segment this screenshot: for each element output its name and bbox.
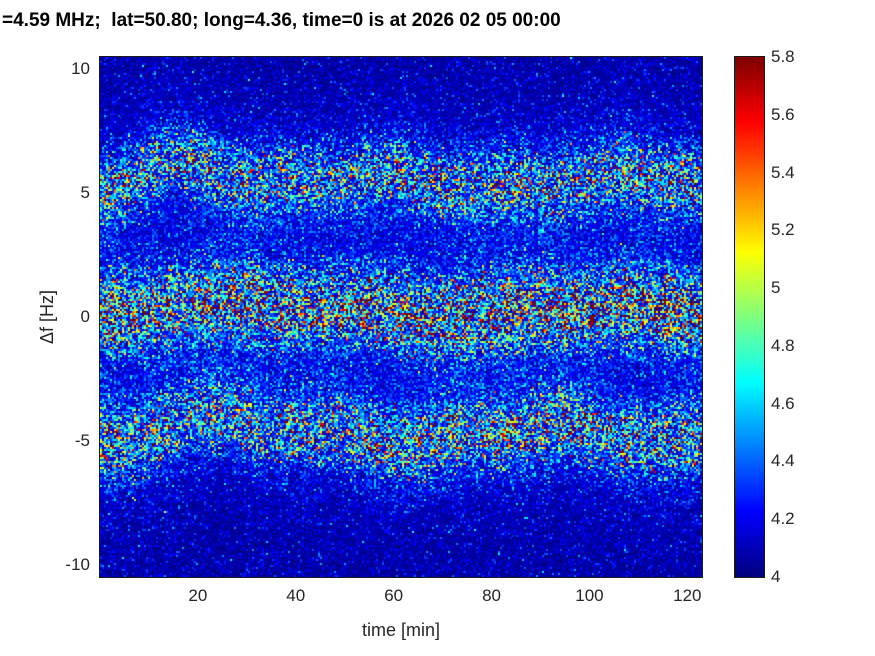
y-tick-label: 0: [80, 307, 90, 326]
colorbar-tick-label: 5.6: [771, 104, 795, 124]
plot-area: [99, 56, 703, 578]
x-tick-label: 40: [286, 586, 306, 605]
y-tick-label: 10: [71, 59, 90, 79]
colorbar-tick-label: 4.2: [771, 509, 795, 529]
colorbar-tick-label: 4.6: [771, 393, 795, 413]
colorbar-tick-label: 5: [771, 278, 781, 298]
colorbar-tick-label: 4: [771, 567, 781, 586]
colorbar-tick-label: 4.4: [771, 451, 795, 471]
x-tick-label: 100: [575, 586, 604, 605]
x-tick-label: 120: [673, 586, 702, 605]
heatmap-canvas: [100, 57, 702, 577]
colorbar-tick-label: 4.8: [771, 335, 795, 355]
x-tick-label: 20: [188, 586, 208, 605]
x-axis-label: time [min]: [361, 620, 440, 640]
colorbar-tick-label: 5.8: [771, 47, 795, 66]
x-tick-label: 80: [482, 586, 501, 605]
colorbar-tick-label: 5.4: [771, 162, 795, 182]
y-tick-label: 5: [80, 183, 90, 203]
colorbar-tick-label: 5.2: [771, 220, 795, 240]
colorbar-canvas: [735, 57, 764, 577]
x-tick-label: 60: [384, 586, 404, 605]
y-tick-label: -5: [74, 430, 90, 450]
colorbar: [734, 56, 765, 578]
plot-title: =4.59 MHz; lat=50.80; long=4.36, time=0 …: [2, 10, 561, 31]
y-tick-label: -10: [65, 554, 90, 574]
